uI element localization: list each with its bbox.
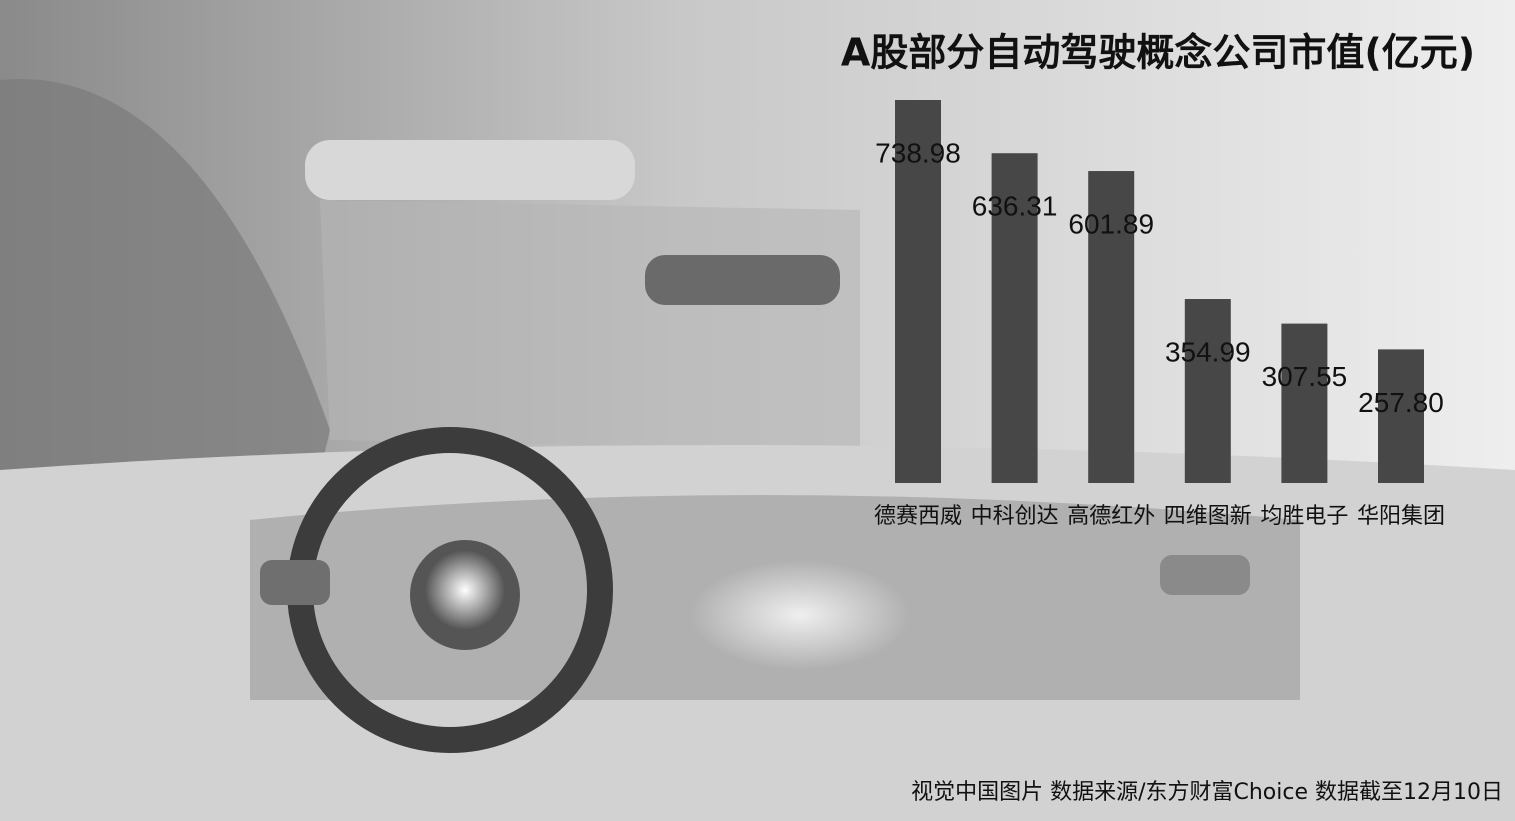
x-tick-label: 高德红外 <box>1067 504 1155 529</box>
bar <box>1184 299 1231 483</box>
x-tick-label: 四维图新 <box>1164 504 1252 529</box>
footnote: 视觉中国图片 数据来源/东方财富Choice 数据截至12月10日 <box>911 780 1503 805</box>
chart-title: A股部分自动驾驶概念公司市值(亿元) <box>841 31 1475 75</box>
x-tick-label: 均胜电子 <box>1260 504 1348 529</box>
x-tick-label: 华阳集团 <box>1357 504 1445 529</box>
value-label: 738.98 <box>875 137 961 168</box>
value-label: 257.80 <box>1358 387 1444 418</box>
value-label: 636.31 <box>972 191 1058 222</box>
value-label: 307.55 <box>1262 361 1348 392</box>
bar <box>1281 323 1328 483</box>
bar <box>1088 171 1135 483</box>
x-tick-label: 中科创达 <box>971 504 1059 529</box>
bar <box>895 100 941 483</box>
bar <box>991 153 1038 483</box>
value-label: 354.99 <box>1165 336 1251 367</box>
x-tick-label: 德赛西威 <box>874 504 962 529</box>
bar <box>1378 349 1424 483</box>
value-label: 601.89 <box>1068 208 1154 239</box>
